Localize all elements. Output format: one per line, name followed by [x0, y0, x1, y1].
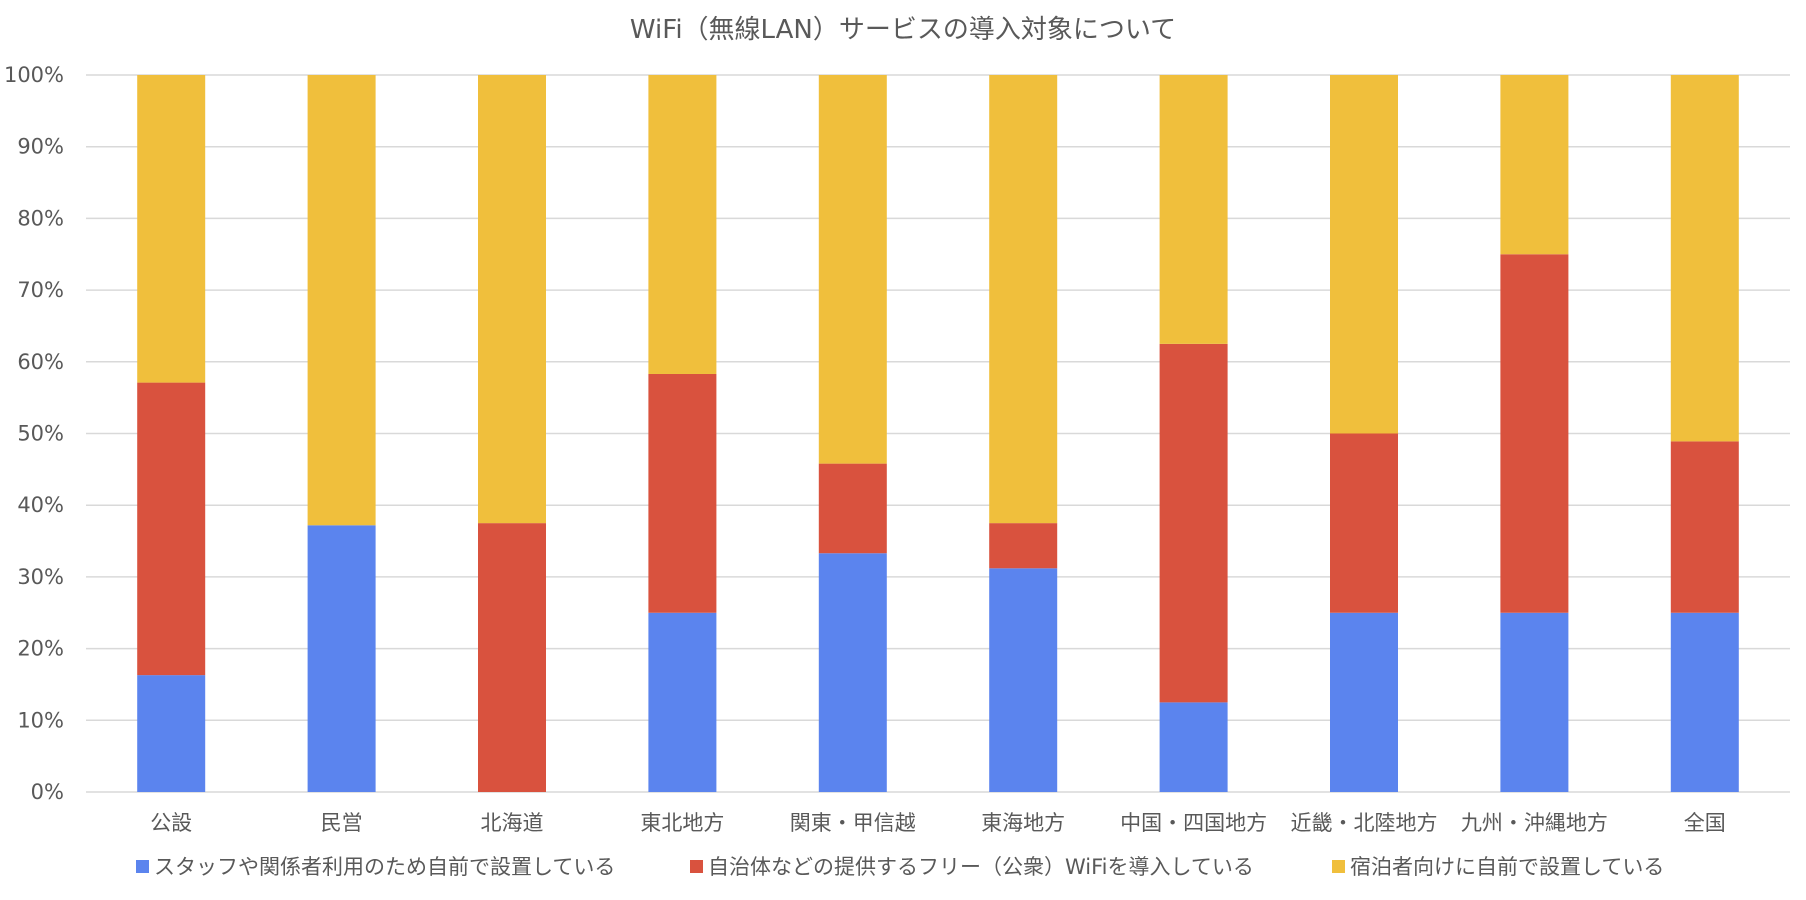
y-axis-ticks: 0% 10% 20% 30% 40% 50% 60% 70% 80% 90% 100%	[4, 63, 64, 804]
x-category-label: 中国・四国地方	[1120, 811, 1267, 835]
legend-swatch	[1332, 860, 1345, 873]
y-tick-label: 10%	[17, 708, 64, 732]
bar-segment-s0-c1	[307, 525, 376, 792]
bar-segment-s0-c4	[818, 553, 887, 792]
x-axis-categories: 公設 民営 北海道 東北地方 関東・甲信越 東海地方 中国・四国地方 近畿・北陸地方 九州・沖縄…	[150, 811, 1726, 835]
legend: スタッフや関係者利用のため自前で設置している 自治体などの提供するフリー（公衆）W…	[136, 855, 1664, 879]
bar-segment-s1-c4	[818, 463, 887, 554]
x-category-label: 全国	[1684, 811, 1726, 835]
bar-segment-s1-c7	[1330, 433, 1398, 613]
bar-segment-s2-c8	[1500, 75, 1569, 255]
bar-segment-s0-c3	[648, 612, 717, 792]
y-tick-label: 50%	[17, 422, 64, 446]
x-category-label: 北海道	[481, 811, 544, 835]
bar-segment-s2-c7	[1330, 75, 1398, 434]
bar-segment-s2-c6	[1159, 75, 1228, 344]
legend-swatch	[690, 860, 703, 873]
bar-segment-s0-c5	[989, 568, 1058, 792]
bar-segment-s2-c3	[648, 75, 717, 374]
bar-segment-s1-c3	[648, 373, 717, 613]
bar-segment-s2-c9	[1670, 75, 1739, 442]
y-tick-label: 70%	[17, 278, 64, 302]
x-category-label: 東北地方	[640, 811, 724, 835]
y-tick-label: 90%	[17, 135, 64, 159]
y-tick-label: 0%	[31, 780, 64, 804]
bar-segment-s0-c0	[137, 675, 206, 792]
legend-label: 宿泊者向けに自前で設置している	[1350, 855, 1664, 879]
x-category-label: 関東・甲信越	[790, 811, 916, 835]
bar-segment-s2-c0	[137, 75, 206, 383]
x-category-label: 公設	[150, 811, 192, 835]
bar-segment-s2-c4	[818, 75, 887, 464]
x-category-label: 民営	[321, 811, 363, 835]
bar-segment-s0-c9	[1670, 612, 1739, 792]
chart-title: WiFi（無線LAN）サービスの導入対象について	[630, 15, 1176, 45]
y-tick-label: 40%	[17, 493, 64, 517]
bar-segment-s2-c2	[478, 75, 546, 524]
y-tick-label: 30%	[17, 565, 64, 589]
bar-segment-s2-c5	[989, 75, 1058, 524]
y-tick-label: 60%	[17, 350, 64, 374]
bar-segment-s0-c6	[1159, 702, 1228, 792]
x-category-label: 九州・沖縄地方	[1461, 811, 1608, 835]
bar-segment-s2-c1	[307, 75, 376, 526]
bar-segment-s1-c8	[1500, 254, 1569, 613]
bar-segment-s0-c7	[1330, 612, 1398, 792]
y-tick-label: 20%	[17, 637, 64, 661]
x-category-label: 東海地方	[981, 811, 1065, 835]
y-tick-label: 100%	[4, 63, 64, 87]
bar-segment-s0-c8	[1500, 612, 1569, 792]
bar-segment-s1-c5	[989, 523, 1058, 569]
y-tick-label: 80%	[17, 206, 64, 230]
bar-segment-s1-c6	[1159, 343, 1228, 703]
legend-swatch	[136, 860, 149, 873]
bar-segment-s1-c2	[478, 523, 546, 792]
x-category-label: 近畿・北陸地方	[1291, 811, 1438, 835]
legend-label: 自治体などの提供するフリー（公衆）WiFiを導入している	[708, 855, 1254, 879]
bar-segment-s1-c9	[1670, 441, 1739, 613]
bar-segment-s1-c0	[137, 382, 206, 676]
legend-label: スタッフや関係者利用のため自前で設置している	[154, 855, 615, 879]
bars	[137, 75, 1739, 792]
